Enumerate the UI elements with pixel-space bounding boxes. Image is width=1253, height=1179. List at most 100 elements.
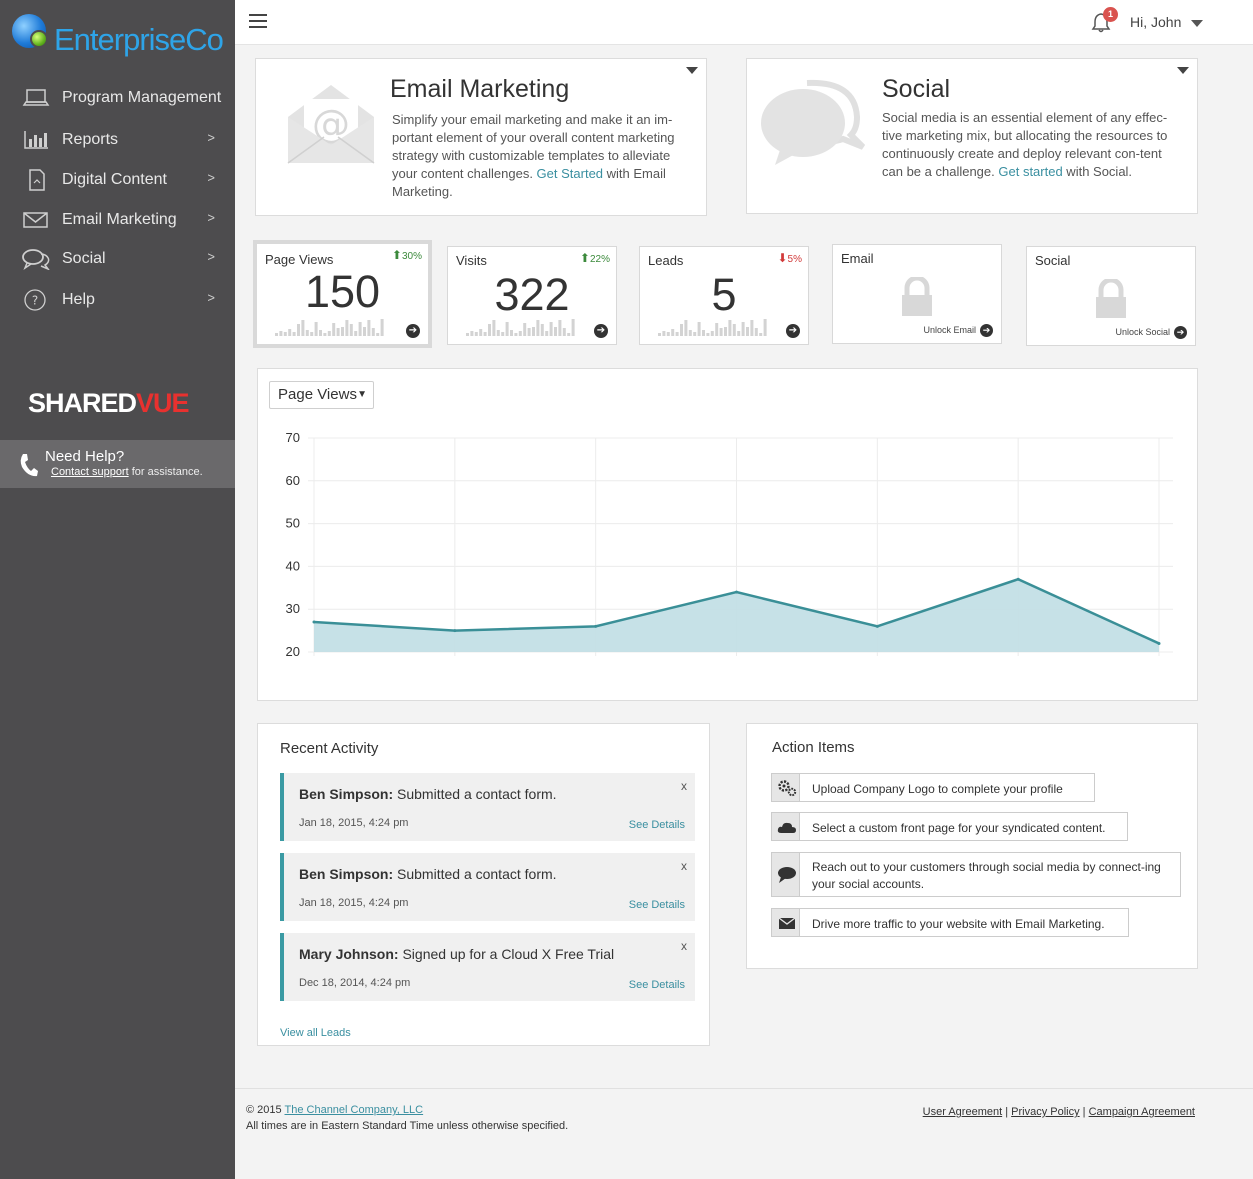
email-get-started-link[interactable]: Get Started	[536, 166, 604, 181]
activity-date: Dec 18, 2014, 4:24 pm	[299, 977, 411, 989]
sparkline-bar	[358, 322, 362, 336]
sidebar-item-help[interactable]: ? Help >	[0, 282, 235, 318]
email-desc-before: Simplify your email marketing and make i…	[392, 112, 675, 181]
chevron-right-icon: >	[207, 130, 215, 145]
sparkline-bar	[545, 331, 549, 336]
brand-logo[interactable]: EnterpriseCo	[0, 0, 235, 57]
sidebar-item-label: Program Management	[62, 89, 222, 106]
copyright: © 2015 The Channel Company, LLC	[246, 1104, 423, 1116]
email-card-dropdown-icon[interactable]	[686, 67, 698, 74]
arrow-right-circle-icon[interactable]: ➔	[406, 324, 420, 338]
action-item-text: Select a custom front page for your synd…	[812, 821, 1106, 835]
sparkline-bar	[505, 322, 509, 336]
chart-select-value: Page Views	[278, 386, 357, 403]
activity-person: Mary Johnson:	[299, 946, 399, 962]
social-get-started-link[interactable]: Get started	[998, 164, 1063, 179]
sidebar-item-reports[interactable]: Reports >	[0, 122, 235, 158]
help-title: Need Help?	[45, 448, 125, 465]
action-item-email-marketing[interactable]: Drive more traffic to your website with …	[771, 908, 1129, 937]
action-item-upload-logo[interactable]: Upload Company Logo to complete your pro…	[771, 773, 1095, 802]
timezone-note: All times are in Eastern Standard Time u…	[246, 1120, 569, 1132]
stat-label: Leads	[648, 253, 684, 268]
sidebar-item-digital-content[interactable]: Digital Content >	[0, 162, 235, 198]
stat-tile-page-views[interactable]: Page Views ⬆30% 150 ➔	[253, 240, 432, 348]
arrow-right-circle-icon: ➔	[980, 324, 993, 337]
recent-activity-card: Recent Activity Ben Simpson: Submitted a…	[257, 723, 710, 1046]
privacy-policy-link[interactable]: Privacy Policy	[1011, 1106, 1080, 1118]
sparkline-bar	[754, 328, 758, 336]
stat-value: 150	[304, 266, 381, 317]
stat-change: ⬆22%	[579, 251, 610, 265]
sparkline-bar	[488, 324, 491, 336]
sparkline-bar	[376, 333, 380, 336]
sidebar-item-social[interactable]: Social >	[0, 241, 235, 277]
close-icon[interactable]: x	[681, 779, 687, 793]
sidebar-item-email-marketing[interactable]: Email Marketing >	[0, 202, 235, 238]
activity-item: Ben Simpson: Submitted a contact form. J…	[280, 853, 695, 921]
hamburger-menu-icon[interactable]	[249, 14, 267, 30]
activity-person: Ben Simpson:	[299, 866, 394, 882]
chart-metric-select[interactable]: Page Views ▼	[269, 381, 374, 409]
sparkline-bar	[527, 328, 531, 336]
area-fill	[314, 579, 1159, 652]
sparkline-bar	[496, 330, 500, 336]
data-point	[875, 624, 879, 628]
action-item-social-connect[interactable]: Reach out to your customers through soci…	[771, 852, 1181, 897]
sparkline-bar	[345, 320, 349, 336]
caret-down-icon	[1191, 19, 1204, 27]
unlock-social-link[interactable]: Unlock Social ➔	[1115, 326, 1187, 339]
arrow-right-circle-icon[interactable]: ➔	[594, 324, 608, 338]
see-details-link[interactable]: See Details	[628, 979, 685, 991]
contact-support-link[interactable]: Contact support	[51, 466, 129, 478]
sparkline-bar	[283, 332, 287, 336]
company-link[interactable]: The Channel Company, LLC	[284, 1104, 424, 1116]
close-icon[interactable]: x	[681, 939, 687, 953]
chevron-right-icon: >	[207, 249, 215, 264]
close-icon[interactable]: x	[681, 859, 687, 873]
sparkline-bar	[724, 327, 727, 336]
at-envelope-icon: @	[287, 85, 375, 164]
sparkline-bar	[310, 332, 314, 336]
arrow-right-circle-icon[interactable]: ➔	[786, 324, 800, 338]
stat-tile-social-locked[interactable]: Social Unlock Social ➔	[1026, 246, 1196, 346]
social-card-dropdown-icon[interactable]	[1177, 67, 1189, 74]
action-item-front-page[interactable]: Select a custom front page for your synd…	[771, 812, 1128, 841]
sparkline	[275, 319, 384, 336]
sparkline-bar	[558, 320, 562, 336]
stat-change-value: 22%	[589, 254, 610, 265]
sparkline-bar	[759, 333, 763, 336]
sparkline-bar	[540, 324, 544, 336]
campaign-agreement-link[interactable]: Campaign Agreement	[1088, 1106, 1195, 1118]
see-details-link[interactable]: See Details	[628, 819, 685, 831]
sparkline-bar	[706, 333, 710, 336]
sparkline-bar	[732, 324, 736, 336]
copyright-text: © 2015	[246, 1104, 285, 1116]
sparkline-bar	[728, 320, 732, 336]
stat-value: 5	[711, 269, 737, 320]
user-agreement-link[interactable]: User Agreement	[922, 1106, 1003, 1118]
notification-badge: 1	[1103, 7, 1118, 22]
stat-tile-visits[interactable]: Visits ⬆22% 322 ➔	[447, 246, 617, 345]
data-point	[1016, 577, 1020, 581]
user-menu[interactable]: Hi, John	[1130, 14, 1204, 30]
sparkline-bar	[371, 328, 375, 336]
sidebar-item-program-management[interactable]: Program Management	[0, 80, 235, 116]
document-icon	[29, 169, 45, 191]
stat-value: 322	[494, 269, 570, 320]
stat-tile-leads[interactable]: Leads ⬇5% 5 ➔	[639, 246, 809, 345]
email-marketing-card: @ Email Marketing Simplify your email ma…	[255, 58, 707, 216]
stat-change: ⬇5%	[777, 251, 802, 265]
sparkline-bar	[327, 331, 331, 336]
y-tick-label: 70	[286, 430, 300, 445]
sparkline-bar	[741, 322, 745, 336]
sparkline-bar	[305, 330, 309, 336]
action-items-title: Action Items	[772, 739, 855, 756]
data-point	[312, 620, 316, 624]
see-details-link[interactable]: See Details	[628, 899, 685, 911]
stat-tile-email-locked[interactable]: Email Unlock Email ➔	[832, 244, 1002, 344]
activity-text: Ben Simpson: Submitted a contact form.	[299, 786, 557, 802]
sparkline-bar	[571, 319, 575, 336]
view-all-leads-link[interactable]: View all Leads	[280, 1027, 351, 1039]
chart-card: Page Views ▼ 20 30 40 50 60 70	[257, 368, 1198, 701]
unlock-email-link[interactable]: Unlock Email ➔	[923, 324, 993, 337]
